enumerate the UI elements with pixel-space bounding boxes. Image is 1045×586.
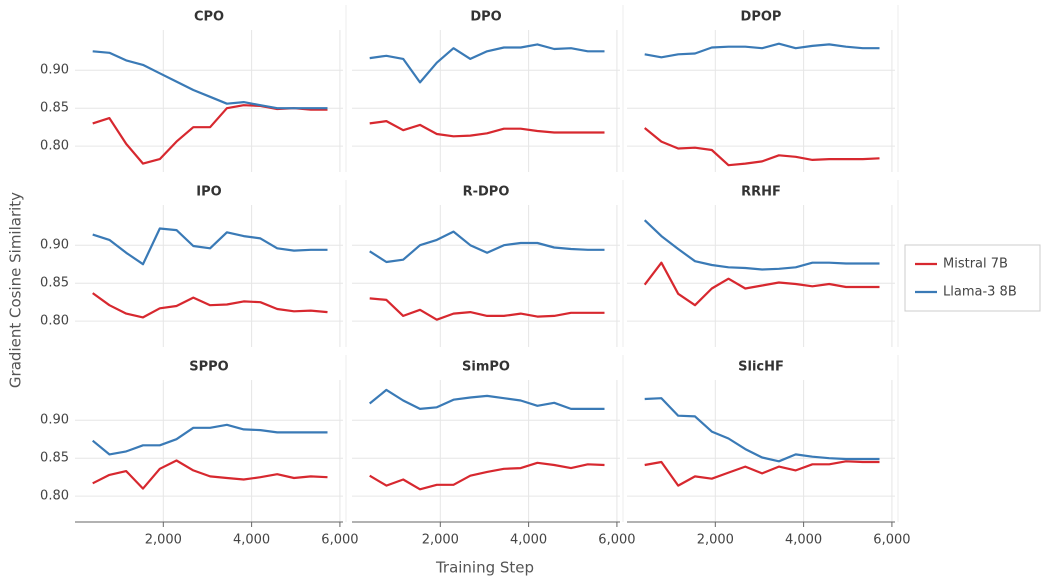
y-tick-label: 0.85 [40, 276, 69, 291]
y-tick-label: 0.90 [40, 413, 69, 428]
y-tick-label: 0.80 [40, 314, 69, 329]
x-tick-label: 6,000 [873, 533, 910, 548]
x-tick-label: 2,000 [145, 533, 182, 548]
series-line [644, 397, 880, 463]
x-axis-label: Training Step [435, 559, 534, 577]
series-line [369, 388, 605, 410]
series-line [369, 461, 605, 491]
facet-title: RRHF [741, 185, 781, 200]
series-line [92, 423, 328, 456]
y-tick-label: 0.90 [40, 238, 69, 253]
facet-title: SPPO [189, 360, 228, 375]
x-tick-label: 4,000 [785, 533, 822, 548]
y-tick-label: 0.80 [40, 139, 69, 154]
facet-title: SlicHF [738, 360, 784, 375]
y-tick-label: 0.90 [40, 63, 69, 78]
series-line [644, 127, 880, 167]
legend-box [904, 244, 1041, 312]
facet-title: IPO [196, 185, 221, 200]
series-line [92, 459, 328, 490]
y-tick-label: 0.85 [40, 451, 69, 466]
y-tick-label: 0.80 [40, 489, 69, 504]
series-line [644, 460, 880, 487]
series-line [369, 230, 605, 264]
series-line [369, 43, 605, 84]
facet-title: R-DPO [463, 185, 510, 200]
series-line [92, 50, 328, 110]
series-line [92, 227, 328, 266]
y-tick-label: 0.85 [40, 101, 69, 116]
facet-title: DPOP [741, 10, 782, 25]
x-tick-label: 6,000 [321, 533, 358, 548]
series-line [92, 104, 328, 165]
series-line [643, 261, 880, 307]
x-tick-label: 4,000 [233, 533, 270, 548]
facet-title: DPO [470, 10, 501, 25]
legend-label: Llama-3 8B [943, 285, 1017, 300]
series-line [369, 297, 605, 321]
facet-title: SimPO [462, 360, 510, 375]
series-line [644, 42, 880, 59]
series-line [643, 219, 880, 271]
series-line [92, 292, 328, 319]
series-line [369, 119, 605, 138]
x-tick-label: 2,000 [422, 533, 459, 548]
x-tick-label: 4,000 [510, 533, 547, 548]
y-axis-label: Gradient Cosine Similarity [7, 192, 25, 388]
x-tick-label: 6,000 [598, 533, 635, 548]
legend-label: Mistral 7B [943, 257, 1008, 272]
facet-title: CPO [194, 10, 224, 25]
x-tick-label: 2,000 [697, 533, 734, 548]
